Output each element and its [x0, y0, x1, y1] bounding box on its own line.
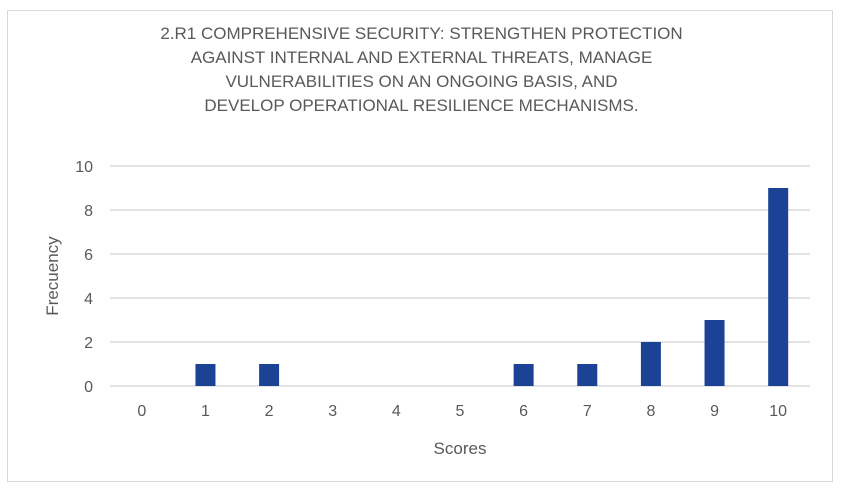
x-tick-label: 1 — [201, 403, 210, 420]
x-tick-label: 3 — [328, 403, 337, 420]
bar — [513, 364, 534, 386]
title-line: AGAINST INTERNAL AND EXTERNAL THREATS, M… — [190, 48, 653, 67]
x-tick-label: 0 — [137, 403, 146, 420]
y-tick-label: 2 — [84, 335, 93, 352]
bar — [259, 364, 280, 386]
y-tick-label: 0 — [84, 379, 93, 396]
y-tick-label: 6 — [84, 247, 93, 264]
title-line: 2.R1 COMPREHENSIVE SECURITY: STRENGTHEN … — [160, 24, 683, 43]
y-tick-label: 4 — [84, 291, 93, 308]
x-tick-label: 9 — [710, 403, 719, 420]
title-line: VULNERABILITIES ON AN ONGOING BASIS, AND — [225, 72, 618, 91]
x-tick-label: 2 — [265, 403, 274, 420]
bar — [577, 364, 598, 386]
x-tick-label: 4 — [392, 403, 401, 420]
y-axis-label: Frecuency — [43, 236, 62, 316]
y-tick-label: 10 — [75, 159, 93, 176]
x-tick-label: 5 — [456, 403, 465, 420]
bar — [640, 342, 661, 386]
chart-title: 2.R1 COMPREHENSIVE SECURITY: STRENGTHEN … — [0, 22, 843, 118]
chart-frame — [7, 10, 833, 482]
title-line: DEVELOP OPERATIONAL RESILIENCE MECHANISM… — [204, 96, 639, 115]
bar — [195, 364, 216, 386]
x-tick-label: 6 — [519, 403, 528, 420]
bar — [704, 320, 725, 386]
x-tick-label: 10 — [769, 403, 787, 420]
y-tick-label: 8 — [84, 203, 93, 220]
x-tick-label: 7 — [583, 403, 592, 420]
x-tick-label: 8 — [646, 403, 655, 420]
x-axis-label: Scores — [434, 439, 487, 458]
bar — [768, 188, 789, 386]
